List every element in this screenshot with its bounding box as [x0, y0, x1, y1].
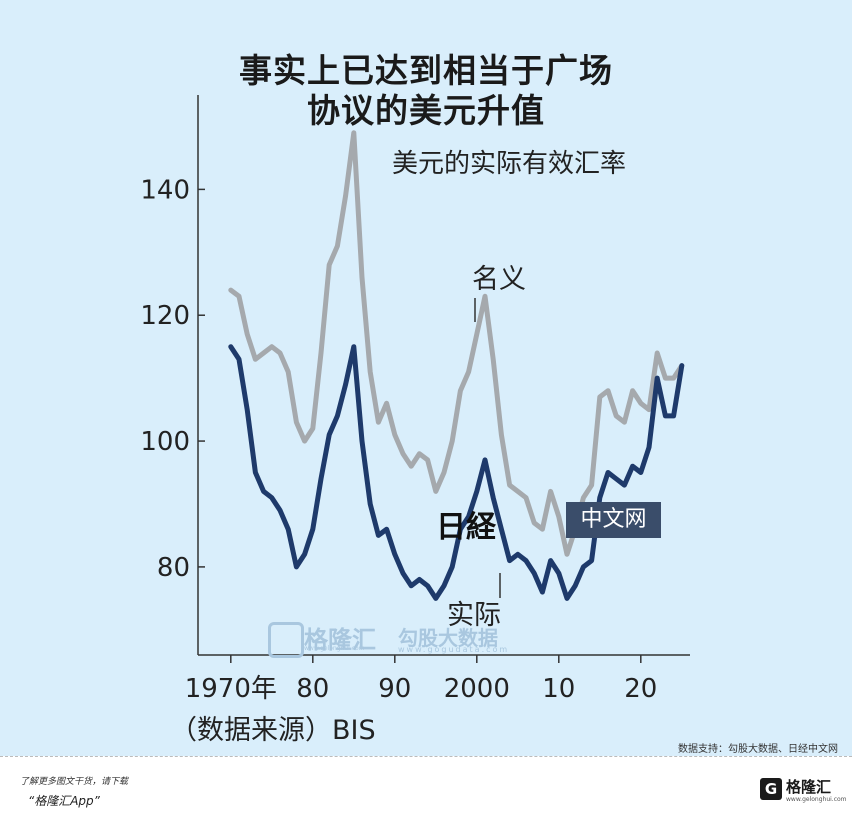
x-tick-label: 2000 — [444, 674, 510, 704]
nikkei-logo-mark: 日経 — [436, 510, 496, 545]
x-tick-label: 80 — [296, 674, 329, 704]
gelonghui-logo-text: 格隆汇 — [786, 778, 832, 796]
y-tick-label: 140 — [140, 175, 190, 205]
gelonghui-logo-url: www.gelonghui.com — [786, 796, 847, 803]
gelonghui-logo-icon: G — [760, 778, 782, 800]
gogudata-watermark-text: 勾股大数据 — [398, 626, 498, 650]
series-line-real — [228, 344, 685, 601]
x-tick-label: 10 — [542, 674, 575, 704]
footer-divider — [0, 756, 852, 757]
annotation-real: 实际 — [447, 600, 501, 631]
chart-title-line1: 事实上已达到相当于广场 — [239, 51, 613, 90]
footer: 了解更多图文干货，请下载 “格隆汇App” — [0, 756, 852, 816]
chart-subtitle: 美元的实际有效汇率 — [392, 149, 627, 179]
footer-app-name: “格隆汇App” — [28, 794, 100, 808]
y-tick-label: 80 — [157, 553, 190, 583]
y-tick-label: 120 — [140, 301, 190, 331]
nikkei-logo: 日経 中文网 — [436, 502, 661, 545]
gelonghui-watermark-url: www.gelonghui.com — [304, 645, 365, 652]
series-line-nominal — [228, 130, 685, 557]
y-tick-label: 100 — [140, 427, 190, 457]
gelonghui-watermark-text: 格隆汇 — [304, 626, 376, 654]
x-tick-label: 90 — [378, 674, 411, 704]
gelonghui-watermark-icon — [268, 622, 304, 658]
gogudata-watermark-url: www.gogudata.com — [398, 645, 510, 654]
x-tick-label: 20 — [624, 674, 657, 704]
nikkei-logo-label: 中文网 — [566, 502, 661, 538]
footer-promo-text: 了解更多图文干货，请下载 — [20, 777, 129, 787]
data-credit: 数据支持：勾股大数据、日经中文网 — [678, 744, 838, 755]
chart-title-line2: 协议的美元升值 — [307, 91, 545, 130]
source-note: （数据来源）BIS — [170, 715, 376, 746]
annotation-nominal: 名义 — [472, 264, 526, 295]
x-tick-label: 1970年 — [185, 674, 277, 704]
